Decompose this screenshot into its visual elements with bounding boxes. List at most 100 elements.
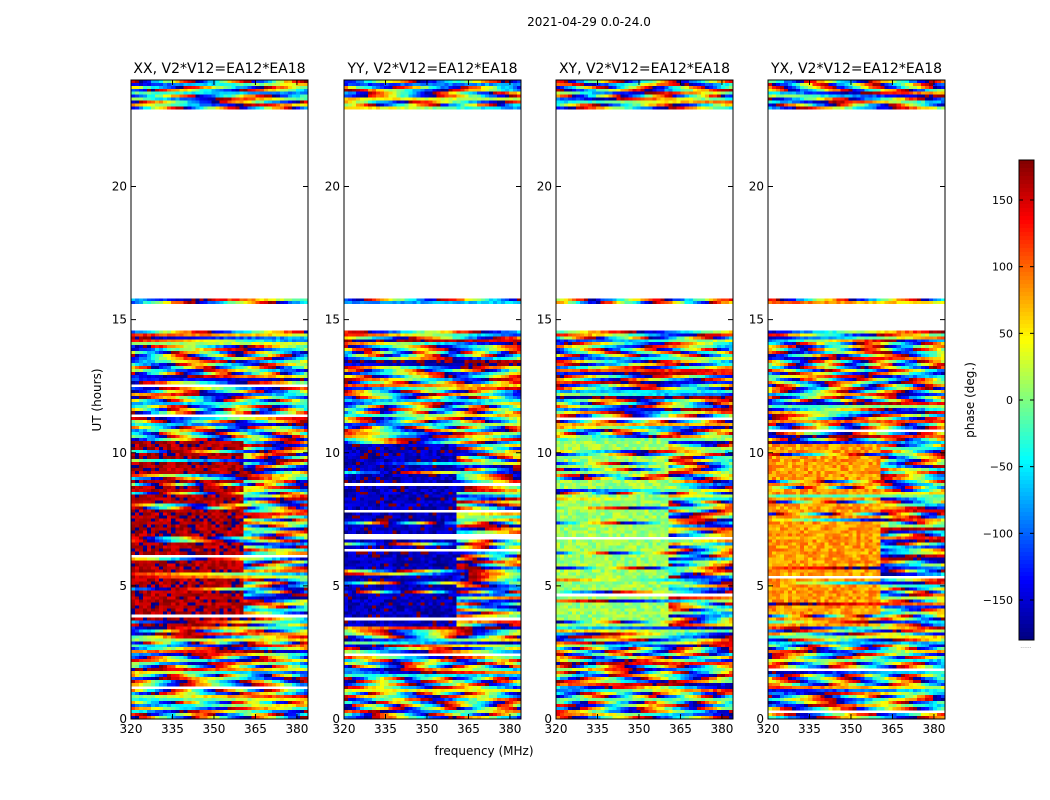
- heatmap-cell: [175, 509, 180, 513]
- heatmap-cell: [167, 491, 172, 496]
- heatmap-cell: [227, 482, 232, 487]
- heatmap-cell: [135, 671, 140, 675]
- heatmap-cell: [211, 416, 216, 421]
- heatmap-cell: [167, 590, 172, 594]
- heatmap-cell: [159, 608, 164, 612]
- heatmap-cell: [295, 419, 301, 424]
- heatmap-cell: [271, 608, 277, 612]
- heatmap-cell: [215, 674, 220, 678]
- heatmap-cell: [295, 515, 301, 519]
- heatmap-cell: [219, 509, 224, 513]
- heatmap-cell: [135, 446, 140, 451]
- heatmap-cell: [275, 479, 281, 484]
- heatmap-cell: [175, 617, 180, 621]
- heatmap-cell: [263, 449, 269, 454]
- heatmap-cell: [275, 458, 281, 463]
- heatmap-cell: [267, 626, 273, 630]
- heatmap-cell: [255, 470, 261, 475]
- heatmap-cell: [171, 488, 176, 493]
- heatmap-cell: [267, 605, 273, 609]
- heatmap-cell: [243, 674, 248, 678]
- heatmap-cell: [283, 539, 289, 543]
- heatmap-cell: [295, 476, 301, 481]
- heatmap-cell: [267, 375, 273, 379]
- heatmap-cell: [155, 473, 160, 478]
- heatmap-cell: [223, 617, 228, 621]
- heatmap-cell: [199, 635, 204, 639]
- heatmap-cell: [267, 668, 273, 672]
- heatmap-cell: [235, 641, 240, 645]
- heatmap-cell: [135, 596, 140, 600]
- heatmap-cell: [239, 408, 244, 412]
- heatmap-cell: [291, 369, 297, 373]
- heatmap-cell: [155, 372, 160, 376]
- heatmap-cell: [155, 485, 160, 490]
- heatmap-cell: [255, 641, 261, 645]
- heatmap-cell: [235, 650, 240, 654]
- heatmap-cell: [279, 360, 285, 364]
- heatmap-cell: [287, 542, 293, 546]
- heatmap-cell: [279, 345, 285, 349]
- heatmap-cell: [187, 351, 192, 355]
- heatmap-cell: [259, 620, 265, 624]
- heatmap-cell: [235, 647, 240, 651]
- heatmap-cell: [227, 485, 232, 490]
- heatmap-cell: [291, 656, 297, 660]
- heatmap-cell: [211, 449, 216, 454]
- heatmap-cell: [271, 566, 277, 570]
- heatmap-cell: [135, 416, 140, 421]
- heatmap-cell: [227, 515, 232, 519]
- heatmap-cell: [291, 560, 297, 564]
- heatmap-cell: [259, 431, 265, 436]
- heatmap-cell: [175, 372, 180, 376]
- heatmap-cell: [199, 363, 204, 367]
- heatmap-cell: [267, 476, 273, 481]
- heatmap-cell: [171, 665, 176, 669]
- heatmap-cell: [267, 411, 273, 415]
- heatmap-cell: [163, 635, 168, 639]
- heatmap-cell: [243, 524, 248, 528]
- heatmap-cell: [135, 572, 140, 576]
- heatmap-cell: [279, 416, 285, 421]
- heatmap-cell: [271, 437, 277, 442]
- heatmap-cell: [267, 584, 273, 588]
- heatmap-cell: [211, 348, 216, 352]
- heatmap-cell: [163, 530, 168, 534]
- heatmap-cell: [155, 623, 160, 627]
- heatmap-cell: [275, 533, 281, 537]
- heatmap-cell: [175, 611, 180, 615]
- heatmap-cell: [187, 527, 192, 531]
- heatmap-cell: [263, 408, 269, 412]
- heatmap-cell: [267, 587, 273, 591]
- heatmap-cell: [187, 674, 192, 678]
- heatmap-cell: [303, 599, 309, 603]
- heatmap-cell: [131, 446, 136, 451]
- heatmap-cell: [299, 393, 305, 397]
- heatmap-cell: [159, 566, 164, 570]
- heatmap-cell: [275, 641, 281, 645]
- heatmap-cell: [203, 662, 208, 666]
- heatmap-cell: [231, 557, 236, 561]
- heatmap-cell: [219, 390, 224, 394]
- heatmap-cell: [275, 671, 281, 675]
- heatmap-cell: [279, 599, 285, 603]
- heatmap-cell: [183, 342, 188, 346]
- heatmap-cell: [191, 629, 196, 633]
- heatmap-cell: [207, 497, 212, 502]
- heatmap-cell: [183, 596, 188, 600]
- heatmap-cell: [199, 671, 204, 675]
- heatmap-cell: [247, 641, 252, 645]
- heatmap-cell: [235, 366, 240, 370]
- heatmap-cell: [255, 563, 261, 567]
- heatmap-cell: [251, 431, 256, 436]
- heatmap-cell: [183, 653, 188, 657]
- heatmap-cell: [263, 497, 269, 502]
- heatmap-cell: [195, 596, 200, 600]
- heatmap-cell: [219, 542, 224, 546]
- heatmap-cell: [143, 494, 148, 499]
- heatmap-cell: [187, 512, 192, 516]
- heatmap-cell: [215, 542, 220, 546]
- heatmap-cell: [299, 572, 305, 576]
- heatmap-cell: [251, 506, 256, 510]
- heatmap-cell: [179, 428, 184, 433]
